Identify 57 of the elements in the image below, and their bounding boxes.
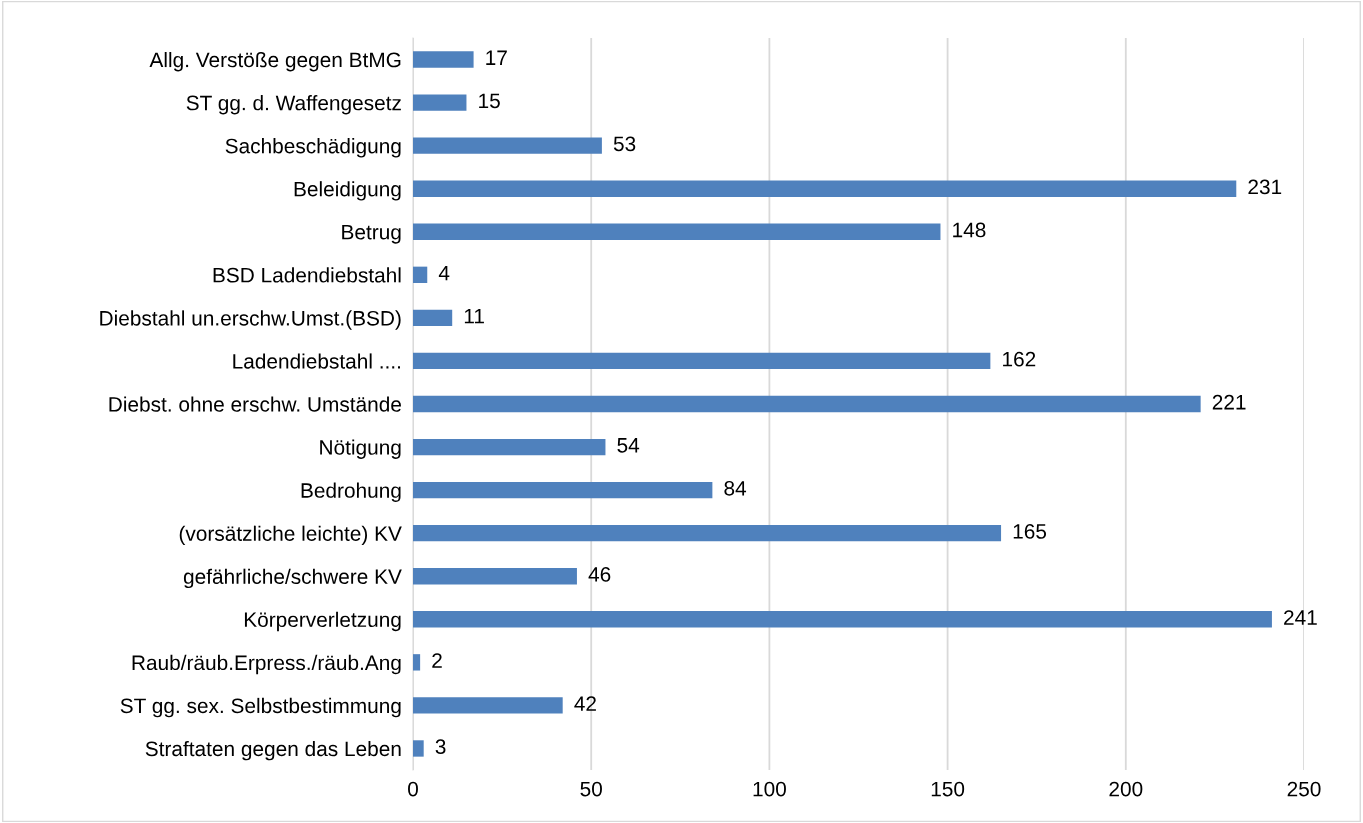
bar: [413, 137, 602, 154]
bar: [413, 309, 453, 327]
bar: [413, 352, 991, 370]
y-tick-label: (vorsätzliche leichte) KV: [179, 525, 402, 546]
bar: [413, 438, 606, 456]
bar: [413, 94, 467, 111]
y-tick-label: ST gg. d. Waffengesetz: [186, 95, 401, 115]
y-tick-label: Betrug: [342, 224, 401, 244]
x-tick-label: 200: [1109, 781, 1143, 797]
data-label: 241: [1284, 610, 1317, 625]
y-tick-label: Allg. Verstöße gegen BtMG: [149, 51, 401, 72]
y-tick-label: Körperverletzung: [244, 611, 401, 632]
y-tick-label: ST gg. sex. Selbstbestimmung: [120, 697, 401, 718]
bar: [413, 51, 474, 68]
bar: [413, 481, 713, 499]
y-tick-label: Diebst. ohne erschw. Umstände: [109, 396, 401, 412]
data-label: 17: [486, 50, 507, 65]
data-label: 231: [1248, 179, 1282, 195]
data-label: 84: [724, 480, 747, 496]
data-label: 2: [432, 653, 442, 668]
data-label: 165: [1013, 524, 1047, 539]
x-tick-label: 50: [580, 781, 602, 797]
y-tick-label: Raub/räub.Erpress./räub.Ang: [132, 654, 401, 675]
bar: [413, 697, 563, 714]
x-tick-label: 0: [408, 781, 418, 797]
bar: [413, 223, 941, 240]
bar: [413, 611, 1272, 628]
bar: [413, 180, 1237, 197]
data-label: 162: [1003, 351, 1036, 367]
data-label: 4: [438, 265, 450, 281]
x-tick-label: 100: [753, 781, 786, 797]
bar: [413, 740, 424, 757]
bar: [413, 654, 421, 671]
y-tick-label: BSD Ladendiebstahl: [213, 267, 401, 283]
bar: [413, 568, 577, 585]
y-tick-label: Ladendiebstahl ....: [233, 353, 400, 369]
y-tick-label: Sachbeschädigung: [225, 138, 401, 158]
bar: [413, 266, 428, 283]
x-tick-label: 250: [1287, 781, 1321, 797]
data-label: 11: [464, 308, 484, 324]
data-label: 15: [479, 93, 500, 109]
bar: [413, 395, 1201, 413]
data-label: 148: [953, 222, 986, 238]
data-label: 3: [435, 739, 446, 755]
data-label: 42: [574, 696, 596, 711]
y-tick-label: Beleidigung: [294, 181, 401, 201]
data-label: 221: [1212, 394, 1246, 410]
bar: [413, 525, 1002, 542]
data-label: 54: [617, 438, 640, 453]
data-label: 46: [588, 567, 611, 582]
y-tick-label: Diebstahl un.erschw.Umst.(BSD): [100, 310, 401, 330]
data-label: 53: [613, 136, 636, 152]
x-tick-label: 150: [931, 781, 965, 797]
y-tick-label: Straftaten gegen das Leben: [145, 740, 401, 761]
y-tick-label: Nötigung: [320, 439, 401, 459]
y-tick-label: gefährliche/schwere KV: [183, 568, 402, 589]
y-tick-label: Bedrohung: [301, 482, 401, 502]
